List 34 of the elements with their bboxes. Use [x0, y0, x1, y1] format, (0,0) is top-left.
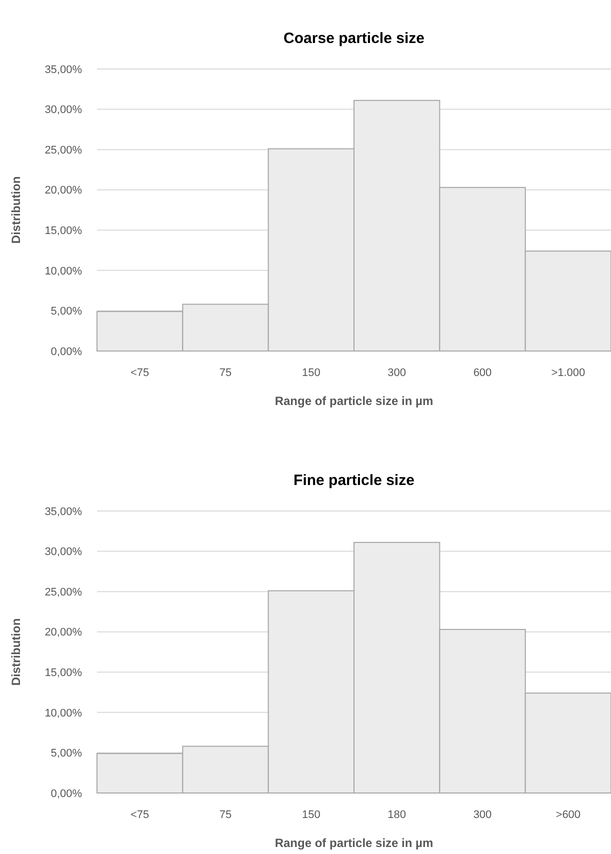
x-tick-label: 150 — [302, 367, 320, 379]
x-tick-label: 180 — [388, 809, 406, 821]
chart-title: Fine particle size — [294, 472, 414, 489]
y-tick-label: 35,00% — [44, 64, 82, 76]
x-tick-label: <75 — [130, 809, 150, 821]
y-tick-label: 30,00% — [44, 546, 82, 558]
y-tick-label: 35,00% — [44, 506, 82, 518]
x-tick-label: 600 — [473, 367, 492, 379]
y-tick-label: 25,00% — [44, 144, 82, 156]
y-tick-label: 30,00% — [44, 104, 82, 116]
y-tick-label: 0,00% — [50, 346, 82, 358]
y-tick-label: 5,00% — [50, 748, 82, 760]
x-tick-label: 75 — [219, 367, 232, 379]
x-tick-label: <75 — [130, 367, 150, 379]
y-tick-label: 20,00% — [44, 626, 82, 639]
y-tick-label: 20,00% — [44, 184, 82, 197]
y-axis-title: Distribution — [9, 176, 23, 244]
x-tick-label: >600 — [556, 809, 581, 821]
x-tick-label: 150 — [302, 809, 320, 821]
x-tick-label: >1.000 — [551, 367, 586, 379]
y-tick-label: 15,00% — [44, 224, 82, 237]
x-tick-label: 75 — [219, 809, 232, 821]
x-tick-label: 300 — [388, 367, 406, 379]
y-tick-label: 25,00% — [44, 586, 82, 598]
y-tick-label: 10,00% — [44, 265, 82, 278]
y-axis-title: Distribution — [9, 618, 23, 686]
x-tick-label: 300 — [473, 809, 492, 821]
x-axis-title: Range of particle size in µm — [274, 394, 434, 408]
y-tick-label: 0,00% — [50, 788, 82, 800]
x-axis-title: Range of particle size in µm — [274, 836, 434, 850]
y-tick-label: 15,00% — [44, 666, 82, 679]
y-tick-label: 10,00% — [44, 707, 82, 720]
chart-title: Coarse particle size — [284, 30, 424, 47]
y-tick-label: 5,00% — [50, 306, 82, 318]
